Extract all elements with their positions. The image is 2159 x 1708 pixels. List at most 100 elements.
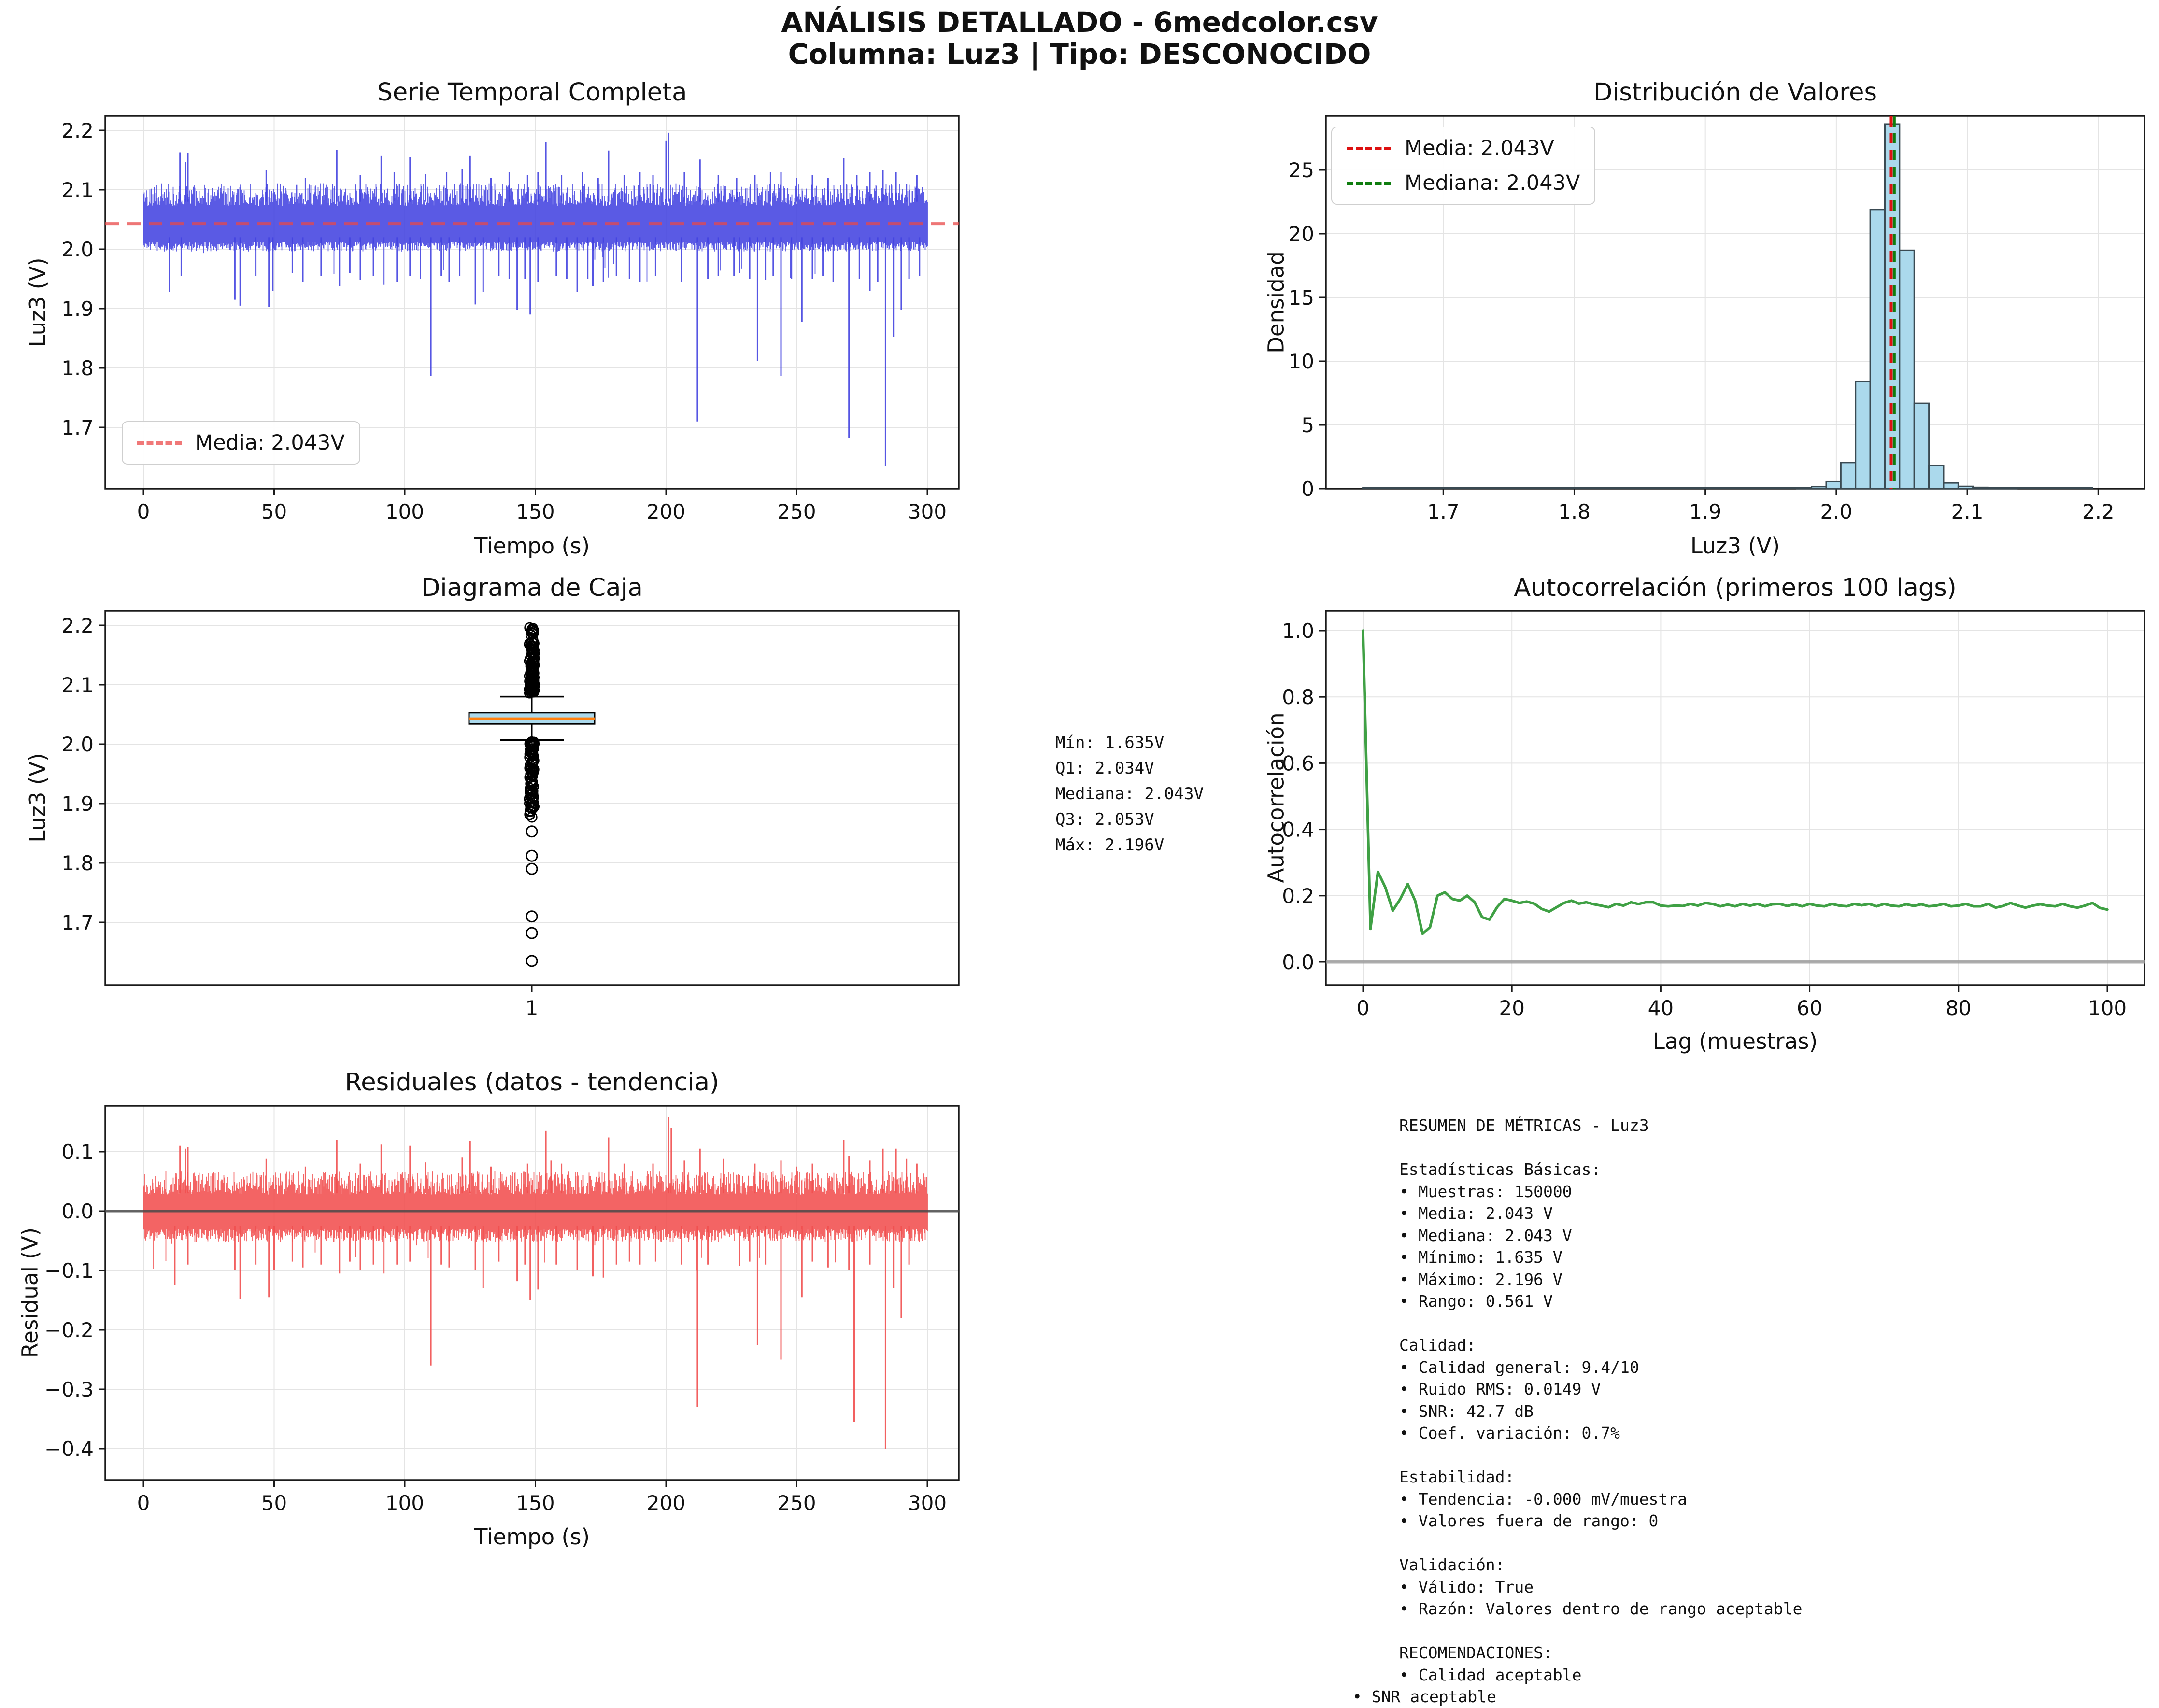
svg-text:1.7: 1.7 (61, 911, 94, 934)
svg-text:2.2: 2.2 (2082, 500, 2115, 523)
autocorrelacion-title: Autocorrelación (primeros 100 lags) (1514, 574, 1957, 602)
svg-text:5: 5 (1301, 413, 1314, 437)
svg-text:50: 50 (261, 500, 287, 523)
resumen-metricas-block: RESUMEN DE MÉTRICAS - Luz3 Estadísticas B… (1348, 1115, 1802, 1708)
svg-text:2.2: 2.2 (61, 614, 94, 637)
resumen-line (1348, 1313, 1802, 1335)
svg-text:250: 250 (777, 500, 816, 523)
distribucion-legend-mediana-label: Mediana: 2.043V (1405, 171, 1580, 195)
resumen-line: RESUMEN DE MÉTRICAS - Luz3 (1399, 1116, 1649, 1135)
svg-text:80: 80 (1946, 996, 1971, 1020)
svg-text:2.0: 2.0 (61, 733, 94, 756)
svg-text:1.8: 1.8 (1558, 500, 1591, 523)
residuales-title: Residuales (datos - tendencia) (345, 1068, 719, 1097)
svg-text:0.4: 0.4 (1282, 818, 1314, 842)
distribucion-legend-mediana-row: Mediana: 2.043V (1347, 171, 1580, 195)
resumen-line: Estabilidad: (1399, 1468, 1515, 1486)
serie-temporal-plot: 0 50 100 150 200 250 300 2.2 2.1 2.0 1.9 1.8 1.7 (61, 115, 960, 523)
diagrama-caja-plot: 2.2 2.1 2.0 1.9 1.8 1.7 1 (61, 610, 960, 1020)
resumen-line: • Rango: 0.561 V (1399, 1292, 1553, 1311)
svg-text:1.9: 1.9 (61, 297, 94, 321)
resumen-line: • Mínimo: 1.635 V (1399, 1248, 1562, 1267)
svg-text:25: 25 (1289, 158, 1314, 182)
svg-text:0: 0 (1357, 996, 1370, 1020)
svg-text:1.9: 1.9 (1689, 500, 1721, 523)
residuales-xlabel: Tiempo (s) (474, 1524, 590, 1550)
serie-ylabel: Luz3 (V) (25, 257, 51, 347)
svg-text:0.0: 0.0 (1282, 950, 1314, 974)
svg-text:100: 100 (385, 1491, 424, 1515)
resumen-line: Validación: (1399, 1555, 1505, 1574)
resumen-line: • Media: 2.043 V (1399, 1204, 1553, 1223)
autocorrelacion-xlabel: Lag (muestras) (1652, 1029, 1818, 1054)
svg-text:2.0: 2.0 (61, 238, 94, 261)
caja-ylabel: Luz3 (V) (25, 753, 51, 843)
svg-text:300: 300 (908, 500, 947, 523)
svg-text:−0.2: −0.2 (44, 1318, 94, 1342)
svg-text:200: 200 (647, 1491, 685, 1515)
svg-text:1.7: 1.7 (1427, 500, 1460, 523)
svg-text:1.0: 1.0 (1282, 619, 1314, 643)
resumen-line: • Muestras: 150000 (1399, 1182, 1572, 1201)
svg-text:2.1: 2.1 (61, 178, 94, 202)
svg-text:60: 60 (1797, 996, 1822, 1020)
distribucion-title: Distribución de Valores (1593, 78, 1877, 107)
resumen-line: • Valores fuera de rango: 0 (1399, 1511, 1659, 1530)
mean-dash-icon (137, 441, 182, 445)
resumen-line (1348, 1532, 1802, 1554)
svg-text:15: 15 (1289, 286, 1314, 310)
resumen-line: • Calidad general: 9.4/10 (1399, 1357, 1639, 1377)
mean-dash-icon (1347, 146, 1391, 150)
resumen-line: • Máximo: 2.196 V (1399, 1270, 1562, 1289)
svg-text:50: 50 (261, 1491, 287, 1515)
distribucion-xlabel: Luz3 (V) (1690, 533, 1780, 559)
svg-text:1.7: 1.7 (61, 416, 94, 439)
svg-text:1: 1 (526, 996, 539, 1020)
resumen-line (1348, 1444, 1802, 1467)
residuales-plot: 0 50 100 150 200 250 300 0.1 0.0 −0.1 −0.2 −0.3 −0.4 (44, 1105, 960, 1515)
svg-text:0: 0 (137, 1491, 150, 1515)
svg-text:100: 100 (385, 500, 424, 523)
distribucion-legend: Media: 2.043V Mediana: 2.043V (1331, 127, 1596, 205)
median-dash-icon (1347, 181, 1391, 185)
resumen-line: • Válido: True (1399, 1577, 1534, 1596)
svg-text:200: 200 (647, 500, 685, 523)
svg-text:250: 250 (777, 1491, 816, 1515)
serie-legend-media-label: Media: 2.043V (195, 431, 345, 455)
caja-title: Diagrama de Caja (421, 574, 643, 602)
main-title: ANÁLISIS DETALLADO - 6medcolor.csv (781, 6, 1378, 39)
resumen-line: • Tendencia: -0.000 mV/muestra (1399, 1489, 1688, 1509)
resumen-line: • Mediana: 2.043 V (1399, 1226, 1572, 1245)
resumen-line: • Calidad aceptable (1399, 1665, 1582, 1684)
svg-text:150: 150 (516, 1491, 554, 1515)
resumen-line: RECOMENDACIONES: (1399, 1643, 1553, 1662)
svg-text:40: 40 (1648, 996, 1674, 1020)
distribucion-plot: 1.7 1.8 1.9 2.0 2.1 2.2 0 5 10 15 20 25 (1289, 115, 2145, 523)
svg-text:−0.4: −0.4 (44, 1437, 94, 1461)
distribucion-legend-media-row: Media: 2.043V (1347, 136, 1580, 160)
svg-text:0: 0 (1301, 477, 1314, 501)
residuales-ylabel: Residual (V) (17, 1227, 43, 1358)
svg-text:2.0: 2.0 (1820, 500, 1852, 523)
resumen-line: Calidad: (1399, 1336, 1476, 1355)
resumen-line: • Coef. variación: 0.7% (1399, 1424, 1620, 1442)
svg-text:0.2: 0.2 (1282, 884, 1314, 908)
svg-text:10: 10 (1289, 350, 1314, 373)
svg-text:2.2: 2.2 (61, 119, 94, 142)
resumen-line: • SNR aceptable (1352, 1687, 1497, 1706)
svg-text:0.0: 0.0 (61, 1200, 94, 1223)
caja-stats-text: Mín: 1.635V Q1: 2.034V Mediana: 2.043V Q… (1055, 733, 1204, 855)
resumen-line: • Ruido RMS: 0.0149 V (1399, 1380, 1601, 1398)
serie-legend: Media: 2.043V (122, 421, 360, 465)
svg-text:1.9: 1.9 (61, 792, 94, 816)
svg-text:0.8: 0.8 (1282, 685, 1314, 709)
svg-text:100: 100 (2088, 996, 2127, 1020)
autocorrelacion-plot: 0 20 40 60 80 100 0.0 0.2 0.4 0.6 0.8 1.0 (1282, 610, 2145, 1020)
svg-text:300: 300 (908, 1491, 947, 1515)
resumen-line: Estadísticas Básicas: (1399, 1160, 1601, 1179)
svg-text:−0.1: −0.1 (44, 1259, 94, 1283)
svg-text:−0.3: −0.3 (44, 1378, 94, 1401)
svg-text:0.6: 0.6 (1282, 751, 1314, 775)
svg-text:0: 0 (137, 500, 150, 523)
